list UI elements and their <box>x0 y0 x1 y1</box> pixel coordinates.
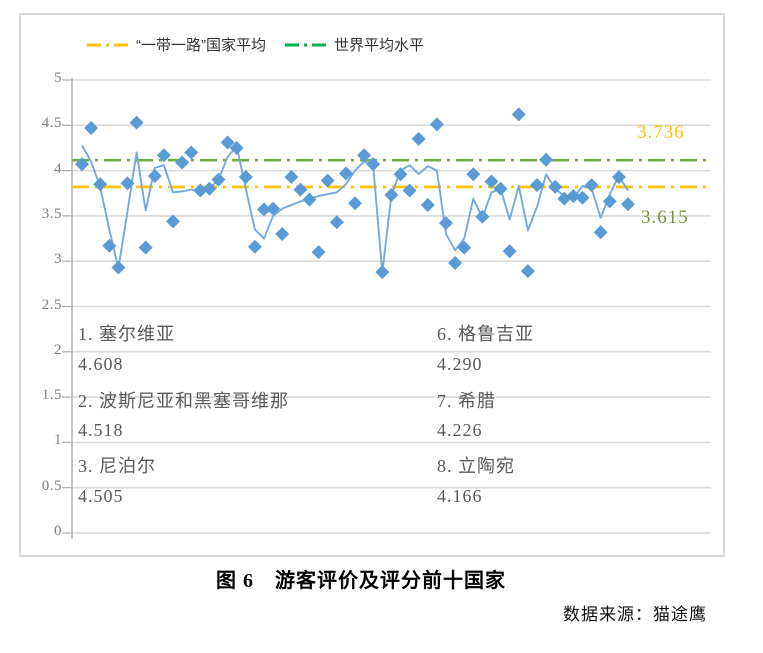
scatter-diamond-marker <box>402 183 417 198</box>
scatter-diamond-marker <box>593 225 608 240</box>
scatter-diamond-marker <box>411 131 426 146</box>
scatter-diamond-marker <box>493 181 508 196</box>
rank-2-score: 4.518 <box>78 420 124 440</box>
rank-3-score: 4.505 <box>78 486 124 506</box>
scatter-diamond-marker <box>293 182 308 197</box>
upper-average-value-label: 3.736 <box>637 122 685 143</box>
scatter-diamond-marker <box>484 174 499 189</box>
scatter-diamond-marker <box>530 178 544 193</box>
scatter-diamond-marker <box>84 121 99 136</box>
legend-label-world: 世界平均水平 <box>334 37 425 54</box>
scatter-diamond-marker <box>75 157 89 172</box>
scatter-diamond-marker <box>539 152 554 167</box>
scatter-diamond-marker <box>520 264 535 279</box>
scatter-diamond-marker <box>338 166 353 181</box>
chart-frame <box>19 13 725 557</box>
y-tick-label: 4 <box>54 160 62 177</box>
scatter-diamond-marker <box>348 196 362 211</box>
scatter-diamond-marker <box>602 194 617 209</box>
y-tick-label: 2 <box>54 341 62 358</box>
world-dashdot-line-icon <box>285 43 330 46</box>
rank-6-score: 4.290 <box>437 354 483 374</box>
lower-average-value-label: 3.615 <box>641 207 689 228</box>
scatter-diamond-marker <box>284 169 299 184</box>
y-tick-label: 5 <box>54 70 62 86</box>
scatter-diamond-marker <box>448 256 463 271</box>
scatter-diamond-marker <box>275 227 290 242</box>
figure-caption: 图 6 游客评价及评分前十国家 <box>216 570 506 592</box>
rank-1-score: 4.608 <box>78 354 124 374</box>
scatter-diamond-marker <box>420 198 435 213</box>
scatter-diamond-marker <box>357 148 372 163</box>
legend-item-belt-road: “一带一路”国家平均 <box>86 34 266 55</box>
country-rating-line <box>81 144 629 274</box>
scatter-diamond-marker <box>238 169 253 184</box>
scatter-diamond-marker <box>575 190 590 205</box>
legend-item-world: 世界平均水平 <box>284 34 424 55</box>
scatter-diamond-marker <box>466 167 481 182</box>
rank-2-name: 2. 波斯尼亚和黑塞哥维那 <box>78 391 289 411</box>
scatter-diamond-marker <box>93 177 108 192</box>
scatter-diamond-marker <box>247 239 262 254</box>
scatter-diamond-marker <box>220 135 235 150</box>
rank-8-score: 4.166 <box>437 486 483 506</box>
y-tick-label: 0 <box>54 523 62 539</box>
scatter-diamond-marker <box>621 197 635 212</box>
scatter-diamond-marker <box>129 115 144 130</box>
scatter-diamond-marker <box>475 209 490 224</box>
scatter-diamond-marker <box>193 183 208 198</box>
rank-8-name: 8. 立陶宛 <box>437 456 515 476</box>
y-tick-label: 1 <box>54 432 62 449</box>
scatter-diamond-marker <box>329 215 344 230</box>
scatter-diamond-marker <box>366 157 381 172</box>
data-source: 数据来源：猫途鹰 <box>563 605 707 624</box>
scatter-diamond-marker <box>548 179 563 194</box>
scatter-diamond-marker <box>429 117 444 132</box>
y-tick-label: 0.5 <box>41 477 62 494</box>
scatter-diamond-marker <box>502 244 517 259</box>
y-tick-label: 4.5 <box>41 115 62 132</box>
y-tick-label: 2.5 <box>41 296 62 313</box>
y-tick-label: 1.5 <box>41 387 62 404</box>
scatter-diamond-marker <box>138 240 153 255</box>
y-tick-label: 3 <box>54 251 62 268</box>
scatter-diamond-marker <box>202 181 217 196</box>
scatter-diamond-marker <box>393 167 408 182</box>
scatter-diamond-marker <box>320 173 335 188</box>
scatter-diamond-marker <box>584 178 599 193</box>
scatter-diamond-marker <box>566 188 581 203</box>
rank-7-name: 7. 希腊 <box>437 391 496 411</box>
rank-1-name: 1. 塞尔维亚 <box>78 324 175 344</box>
scatter-diamond-marker <box>302 192 317 207</box>
rank-6-name: 6. 格鲁吉亚 <box>437 324 534 344</box>
scatter-diamond-marker <box>311 245 326 260</box>
scatter-diamond-marker <box>457 240 472 255</box>
scatter-diamond-marker <box>102 238 117 253</box>
rank-7-score: 4.226 <box>437 420 483 440</box>
belt-road-dashdot-line-icon <box>87 43 132 46</box>
scatter-diamond-marker <box>120 176 135 191</box>
scatter-diamond-marker <box>266 201 281 216</box>
scatter-diamond-marker <box>511 107 526 122</box>
rank-3-name: 3. 尼泊尔 <box>78 456 156 476</box>
scatter-diamond-marker <box>375 265 390 280</box>
scatter-diamond-marker <box>156 148 171 163</box>
y-tick-label: 3.5 <box>41 205 62 222</box>
scatter-diamond-marker <box>229 140 244 155</box>
scatter-diamond-marker <box>439 216 453 231</box>
scatter-diamond-marker <box>175 155 190 170</box>
scatter-diamond-marker <box>611 169 626 184</box>
scatter-diamond-marker <box>147 169 162 184</box>
scatter-diamond-marker <box>257 202 271 217</box>
scatter-diamond-marker <box>384 188 399 203</box>
scatter-diamond-marker <box>184 145 199 160</box>
chart-legend: “一带一路”国家平均 世界平均水平 <box>86 34 438 55</box>
scatter-diamond-marker <box>111 260 126 275</box>
legend-label-belt-road: “一带一路”国家平均 <box>136 37 266 54</box>
scatter-diamond-marker <box>211 172 226 187</box>
scatter-diamond-marker <box>166 214 180 229</box>
